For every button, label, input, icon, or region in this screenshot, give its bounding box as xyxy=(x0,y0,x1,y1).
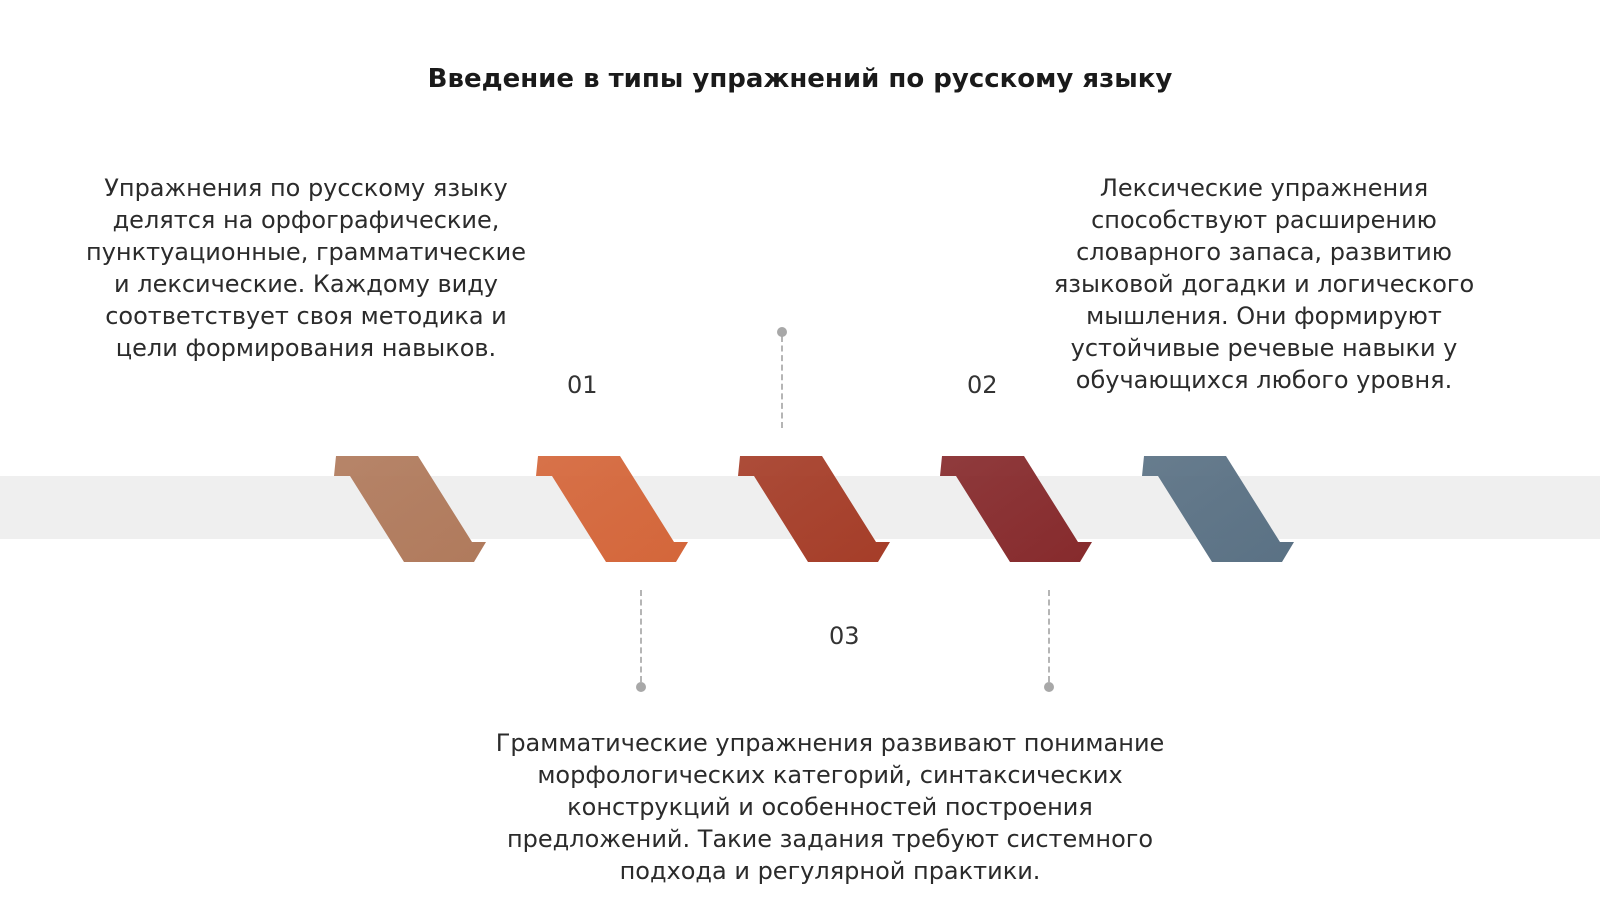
step-3-number: 03 xyxy=(829,622,860,650)
slide-title: Введение в типы упражнений по русскому я… xyxy=(427,64,1173,94)
step-1-number: 01 xyxy=(567,371,598,399)
chevron-2 xyxy=(536,456,688,562)
step-2-number: 02 xyxy=(967,371,998,399)
chevron-5 xyxy=(1142,456,1294,562)
connector-bottom-right xyxy=(1048,590,1050,682)
step-2-description: Лексические упражнения способствуют расш… xyxy=(1053,174,1475,394)
connector-bottom-left xyxy=(640,590,642,682)
step-3-description: Грамматические упражнения развивают пони… xyxy=(495,729,1165,885)
connector-top-dot xyxy=(777,327,787,337)
chevron-3 xyxy=(738,456,890,562)
connector-top xyxy=(781,336,783,428)
connector-bottom-left-dot xyxy=(636,682,646,692)
connector-bottom-right-dot xyxy=(1044,682,1054,692)
step-1-description: Упражнения по русскому языку делятся на … xyxy=(86,174,526,362)
chevron-1 xyxy=(334,456,486,562)
chevron-4 xyxy=(940,456,1092,562)
